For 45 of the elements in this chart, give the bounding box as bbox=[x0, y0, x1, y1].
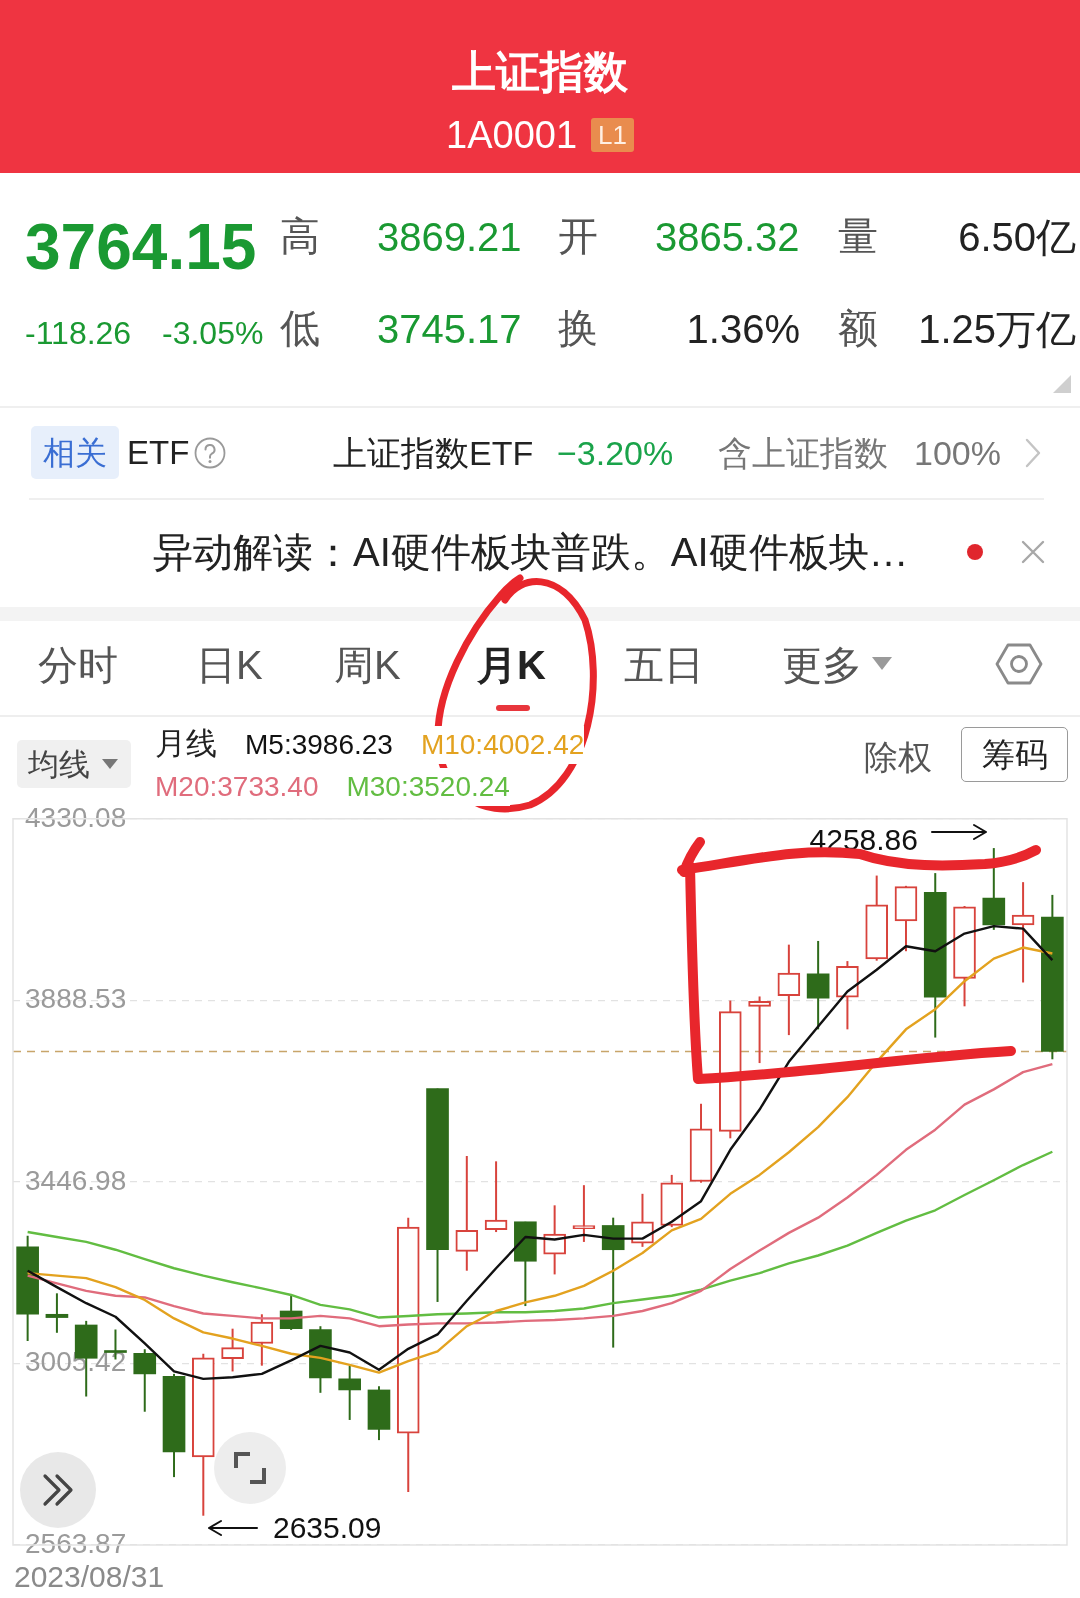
text: ETF bbox=[127, 433, 190, 473]
text: 低 bbox=[280, 305, 320, 352]
text: 上证指数ETF bbox=[333, 432, 534, 474]
text: M30:3520.24 bbox=[346, 768, 510, 806]
text: 含上证指数 bbox=[718, 432, 888, 474]
text: 量 bbox=[838, 213, 878, 260]
chip: 相关 bbox=[31, 426, 119, 479]
y-tick-label: 3446.98 bbox=[25, 1164, 127, 1196]
text: −3.20% bbox=[557, 432, 674, 474]
y-tick-label: 3888.53 bbox=[25, 983, 127, 1015]
text: 除权 bbox=[864, 736, 932, 778]
text: 开 bbox=[558, 213, 598, 260]
text: L1 bbox=[591, 118, 634, 152]
text: 3764.15 bbox=[25, 209, 257, 285]
text: 3865.32 bbox=[655, 214, 800, 261]
text: 额 bbox=[838, 305, 878, 352]
text: -3.05% bbox=[162, 314, 264, 352]
text: -118.26 bbox=[25, 314, 132, 352]
text: 周K bbox=[334, 642, 401, 689]
button: 筹码 bbox=[961, 727, 1068, 782]
text: M5:3986.23 bbox=[245, 726, 393, 764]
text: 换 bbox=[558, 305, 598, 352]
text: 2023/08/31 bbox=[14, 1559, 165, 1595]
text: 日K bbox=[196, 642, 263, 689]
text: 3869.21 bbox=[377, 214, 522, 261]
y-tick-label: 2563.87 bbox=[25, 1527, 127, 1559]
text: 异动解读：AI硬件板块普跌。AI硬件板块… bbox=[153, 529, 909, 576]
chart-title: 上证指数 bbox=[452, 47, 628, 96]
annotation: 2635.09 bbox=[273, 1510, 382, 1546]
text: M10:4002.42 bbox=[420, 726, 585, 764]
text: M20:3733.40 bbox=[155, 768, 319, 806]
text: 100% bbox=[914, 432, 1001, 474]
text: 3745.17 bbox=[377, 306, 522, 353]
text: 6.50亿 bbox=[958, 214, 1076, 261]
text: 1.36% bbox=[686, 306, 800, 353]
y-tick-label: 4330.08 bbox=[25, 801, 127, 833]
text: 高 bbox=[280, 213, 320, 260]
text: 更多 bbox=[782, 642, 862, 689]
legend-title: 月线 bbox=[155, 725, 217, 763]
text: 分时 bbox=[38, 642, 118, 689]
text: 五日 bbox=[624, 642, 704, 689]
dropdown-button: 均线 bbox=[17, 740, 131, 788]
text: 1.25万亿 bbox=[918, 306, 1076, 353]
chart-subtitle: 1A0001 bbox=[446, 113, 578, 158]
text: 月K bbox=[477, 642, 546, 689]
